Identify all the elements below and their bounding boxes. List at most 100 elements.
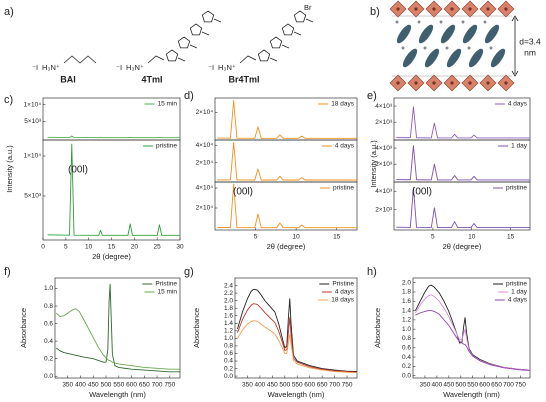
x-tick-label: 15 [507,234,515,241]
methyl [305,18,314,23]
methyl [281,44,290,49]
y-tick-label: 2×10⁴ [196,205,214,212]
x-tick-label: 650 [491,382,502,389]
x-axis-label: 2θ (degree) [443,242,482,251]
amine [417,20,421,24]
y-tick-label: 1.0 [44,285,53,292]
cation: H₃N⁺ [126,63,144,72]
atom [468,81,472,85]
legend-label: 4 days [508,101,528,108]
x-axis-label: Wavelength (nm) [443,390,500,399]
organic-cation [440,24,456,44]
x-tick-label: 350 [242,382,253,389]
legend-label: pristine [506,281,527,288]
amine [489,46,493,50]
atom [396,81,400,85]
data-line [217,142,357,181]
x-tick-label: 700 [329,382,340,389]
legend-label: 15 min [157,289,177,296]
panel-letter: h) [367,266,377,278]
y-tick-label: 1.2 [224,328,233,335]
legend-label: 1 day [511,143,528,150]
x-tick-label: 500 [455,382,466,389]
data-line [415,294,531,371]
x-tick-label: 500 [279,382,290,389]
alkyl-chain [63,55,97,64]
x-tick-label: 600 [479,382,490,389]
legend-label: 4 days [508,297,528,304]
x-tick-label: 450 [443,382,454,389]
atom [450,7,454,11]
panel-letter: a) [4,6,14,18]
molecule-name: BAI [60,74,76,84]
y-tick-label: 2.4 [224,282,233,289]
annotation: (00l) [233,187,253,198]
anion: ⁻I [116,63,122,72]
x-tick-label: 600 [126,382,137,389]
y-tick-label: 0.4 [402,354,411,361]
legend-label: 1 day [511,289,528,296]
data-line [47,135,180,139]
y-tick-label: 1×10⁴ [24,101,42,108]
y-tick-label: 0.0 [44,373,53,380]
y-tick-label: 0.8 [402,335,411,342]
legend-label: 15 min [157,101,177,108]
y-tick-label: 1×10⁴ [24,153,42,160]
y-tick-label: 0.6 [224,350,233,357]
amine [439,20,443,24]
y-tick-label: 4×10⁴ [196,142,214,149]
anion: ⁻I [208,63,214,72]
y-tick-label: 1.6 [402,298,411,305]
atom [396,7,400,11]
methyl [213,18,222,23]
data-line [396,187,530,229]
y-tick-label: 4×10³ [375,103,393,110]
x-tick-label: 600 [304,382,315,389]
methyl [177,57,186,62]
y-tick-label: 0.6 [44,320,53,327]
legend-label: pristine [506,185,527,192]
data-line [396,145,530,181]
panel-letter: g) [184,266,194,278]
data-line [56,283,180,373]
y-tick-label: 4×10³ [375,188,393,195]
y-axis-label: Absorbance [19,308,28,348]
methyl [189,44,198,49]
x-tick-label: 550 [292,382,303,389]
legend-label: Pristine [155,281,177,288]
data-line [237,320,358,374]
molecule-name: Br4TmI [228,74,259,84]
annotation: (00l) [412,187,432,198]
atom [486,81,490,85]
panel-letter: f) [4,266,11,278]
atom [450,81,454,85]
y-tick-label: 2.0 [224,297,233,304]
atom [468,7,472,11]
plot-frame [214,181,358,231]
y-tick-label: 0.2 [44,355,53,362]
data-line [55,308,180,370]
y-tick-label: 2.2 [224,290,233,297]
x-tick-label: 550 [467,382,478,389]
y-tick-label: 0.0 [224,373,233,380]
plot-frame [412,277,531,379]
data-line [396,106,530,139]
amine [445,46,449,50]
y-tick-label: 1.0 [402,326,411,333]
organic-cation [402,48,418,68]
atom [414,81,418,85]
legend-label: pristine [333,185,354,192]
methyl [201,31,210,36]
x-tick-label: 5 [64,244,68,251]
x-tick-label: 650 [317,382,328,389]
y-tick-label: 2×10⁴ [196,159,214,166]
y-axis-label: Intensity (a.u.) [5,145,14,193]
x-tick-label: 10 [85,244,93,251]
y-tick-label: 1.2 [402,317,411,324]
thiophene-ring [165,49,179,62]
organic-cation [462,24,478,44]
data-line [217,100,357,139]
chart: f) 0.0 0.2 0.4 0.6 0.8 1.0 350 400 450 500 550 600 65… [4,266,181,399]
x-tick-label: 350 [420,382,431,389]
substituent: Br [304,3,312,12]
